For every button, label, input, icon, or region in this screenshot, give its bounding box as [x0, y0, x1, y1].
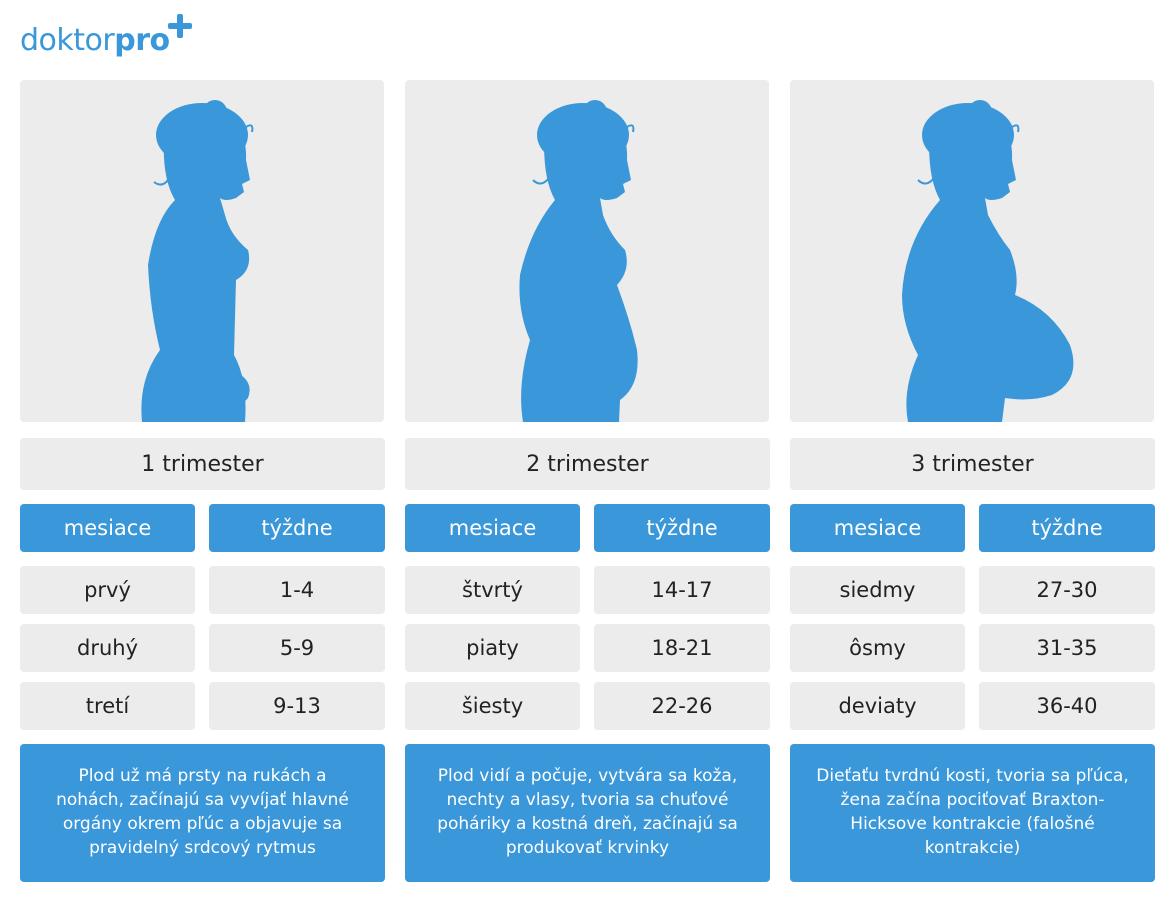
month-cell: druhý	[20, 624, 195, 672]
pregnant-silhouette-icon	[519, 100, 638, 422]
weeks-cell: 9-13	[209, 682, 385, 730]
silhouette-panel	[790, 80, 1154, 422]
trimester-title: 3 trimester	[790, 438, 1155, 490]
month-cell: deviaty	[790, 682, 965, 730]
brand-logo[interactable]: doktorpro	[20, 14, 192, 64]
trimester-description: Plod už má prsty na rukách a nohách, zač…	[20, 744, 385, 882]
trimester-description: Dieťaťu tvrdnú kosti, tvoria sa pľúca, ž…	[790, 744, 1155, 882]
weeks-cell: 14-17	[594, 566, 770, 614]
month-cell: šiesty	[405, 682, 580, 730]
month-cell: tretí	[20, 682, 195, 730]
trimester-description: Plod vidí a počuje, vytvára sa koža, nec…	[405, 744, 770, 882]
trimester-column-1: 1 trimester mesiace týždne prvý 1-4 druh…	[20, 80, 385, 882]
months-header: mesiace	[790, 504, 965, 552]
weeks-cell: 5-9	[209, 624, 385, 672]
weeks-cell: 31-35	[979, 624, 1155, 672]
trimester-column-2: 2 trimester mesiace týždne štvrtý 14-17 …	[405, 80, 770, 882]
months-weeks-table: mesiace týždne štvrtý 14-17 piaty 18-21 …	[405, 504, 770, 730]
trimester-title: 2 trimester	[405, 438, 770, 490]
month-cell: prvý	[20, 566, 195, 614]
weeks-cell: 27-30	[979, 566, 1155, 614]
months-header: mesiace	[20, 504, 195, 552]
month-cell: štvrtý	[405, 566, 580, 614]
weeks-cell: 22-26	[594, 682, 770, 730]
plus-icon	[167, 14, 192, 38]
months-weeks-table: mesiace týždne siedmy 27-30 ôsmy 31-35 d…	[790, 504, 1155, 730]
pregnant-silhouette-icon	[141, 100, 254, 422]
trimester-column-3: 3 trimester mesiace týždne siedmy 27-30 …	[790, 80, 1155, 882]
weeks-header: týždne	[209, 504, 385, 552]
weeks-cell: 1-4	[209, 566, 385, 614]
months-header: mesiace	[405, 504, 580, 552]
month-cell: siedmy	[790, 566, 965, 614]
trimester-title: 1 trimester	[20, 438, 385, 490]
month-cell: ôsmy	[790, 624, 965, 672]
months-weeks-table: mesiace týždne prvý 1-4 druhý 5-9 tretí …	[20, 504, 385, 730]
weeks-header: týždne	[594, 504, 770, 552]
pregnant-silhouette-icon	[902, 100, 1074, 422]
weeks-header: týždne	[979, 504, 1155, 552]
brand-name: doktorpro	[20, 23, 170, 58]
silhouette-panel	[405, 80, 769, 422]
weeks-cell: 36-40	[979, 682, 1155, 730]
weeks-cell: 18-21	[594, 624, 770, 672]
month-cell: piaty	[405, 624, 580, 672]
silhouette-panel	[20, 80, 384, 422]
